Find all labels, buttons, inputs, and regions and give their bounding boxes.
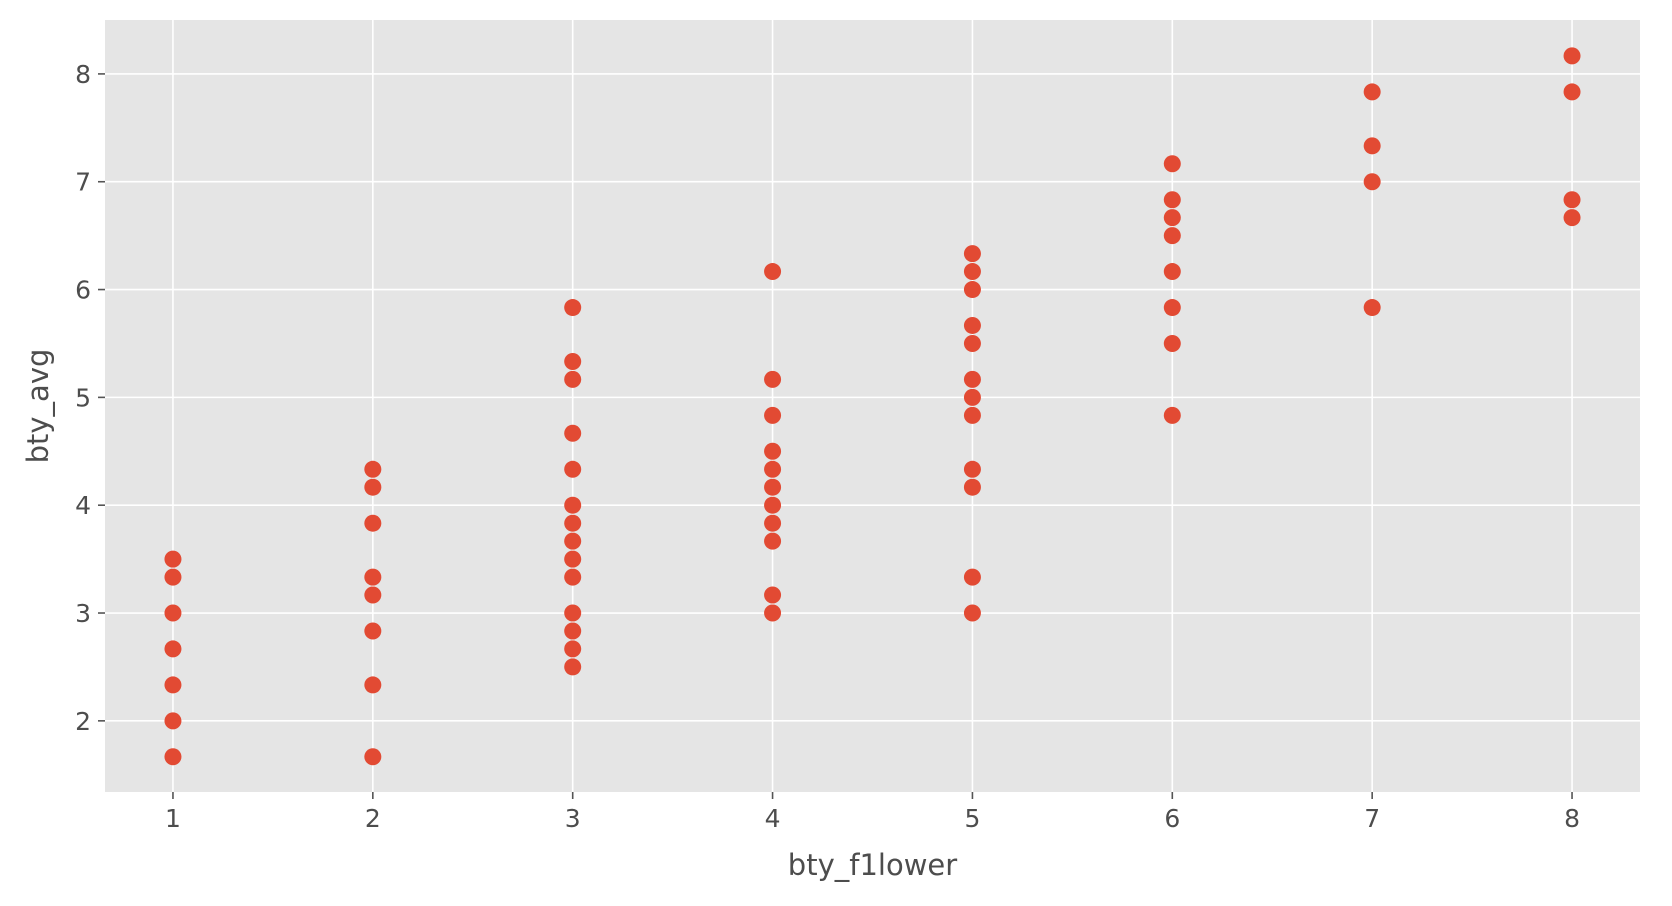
scatter-point: [564, 604, 582, 622]
scatter-point: [764, 370, 782, 388]
scatter-point: [1163, 209, 1181, 227]
y-tick-label: 7: [75, 168, 91, 197]
scatter-point: [164, 568, 182, 586]
scatter-point: [963, 281, 981, 299]
scatter-point: [963, 370, 981, 388]
scatter-point: [963, 263, 981, 281]
x-tick-label: 6: [1164, 804, 1180, 833]
scatter-point: [164, 748, 182, 766]
scatter-point: [963, 460, 981, 478]
scatter-point: [564, 550, 582, 568]
scatter-point: [564, 496, 582, 514]
axis-ticks: 1 2 3 4 5 6 7 8 2 3 4 5 6 7 8: [75, 60, 1580, 833]
scatter-point: [1163, 299, 1181, 317]
scatter-point: [1563, 47, 1581, 65]
y-tick-label: 2: [75, 707, 91, 736]
scatter-point: [963, 245, 981, 263]
x-tick-label: 7: [1364, 804, 1380, 833]
y-axis-label: bty_avg: [21, 349, 55, 464]
scatter-point: [764, 478, 782, 496]
scatter-point: [564, 352, 582, 370]
x-axis-label: bty_f1lower: [788, 848, 957, 882]
scatter-point: [1163, 191, 1181, 209]
scatter-point: [764, 496, 782, 514]
scatter-point: [1363, 83, 1381, 101]
plot-area: [105, 20, 1640, 792]
scatter-point: [564, 514, 582, 532]
y-tick-label: 4: [75, 491, 91, 520]
scatter-point: [1163, 406, 1181, 424]
scatter-point: [364, 514, 382, 532]
scatter-point: [564, 424, 582, 442]
scatter-point: [764, 460, 782, 478]
scatter-point: [164, 712, 182, 730]
scatter-point: [1363, 299, 1381, 317]
scatter-point: [564, 622, 582, 640]
scatter-point: [764, 406, 782, 424]
scatter-point: [564, 532, 582, 550]
scatter-point: [963, 316, 981, 334]
x-tick-label: 3: [565, 804, 581, 833]
scatter-point: [364, 676, 382, 694]
y-tick-label: 5: [75, 383, 91, 412]
scatter-point: [963, 604, 981, 622]
grid-lines: [105, 20, 1640, 792]
scatter-point: [764, 263, 782, 281]
scatter-point: [564, 640, 582, 658]
scatter-point: [1563, 209, 1581, 227]
x-tick-label: 1: [165, 804, 181, 833]
scatter-point: [364, 568, 382, 586]
scatter-point: [1163, 155, 1181, 173]
scatter-point: [364, 478, 382, 496]
scatter-point: [164, 676, 182, 694]
y-tick-label: 3: [75, 599, 91, 628]
scatter-point: [1563, 83, 1581, 101]
scatter-point: [564, 568, 582, 586]
scatter-point: [764, 532, 782, 550]
scatter-point: [963, 568, 981, 586]
scatter-point: [364, 622, 382, 640]
scatter-point: [764, 514, 782, 532]
data-points: [164, 47, 1581, 766]
x-tick-label: 4: [765, 804, 781, 833]
y-tick-label: 6: [75, 276, 91, 305]
x-tick-label: 5: [964, 804, 980, 833]
scatter-point: [364, 748, 382, 766]
scatter-point: [963, 478, 981, 496]
x-tick-label: 8: [1564, 804, 1580, 833]
x-tick-label: 2: [365, 804, 381, 833]
scatter-point: [564, 658, 582, 676]
scatter-point: [1163, 263, 1181, 281]
y-tick-label: 8: [75, 60, 91, 89]
scatter-point: [364, 460, 382, 478]
scatter-point: [764, 586, 782, 604]
scatter-point: [564, 370, 582, 388]
scatter-point: [963, 388, 981, 406]
scatter-point: [164, 640, 182, 658]
scatter-point: [963, 406, 981, 424]
scatter-point: [1363, 137, 1381, 155]
scatter-point: [764, 604, 782, 622]
scatter-point: [1163, 334, 1181, 352]
scatter-point: [164, 550, 182, 568]
scatter-point: [1563, 191, 1581, 209]
scatter-point: [164, 604, 182, 622]
scatter-point: [764, 442, 782, 460]
scatter-point: [1163, 227, 1181, 245]
scatter-point: [364, 586, 382, 604]
scatter-point: [1363, 173, 1381, 191]
scatter-point: [564, 460, 582, 478]
scatter-point: [564, 299, 582, 317]
scatter-point: [963, 334, 981, 352]
